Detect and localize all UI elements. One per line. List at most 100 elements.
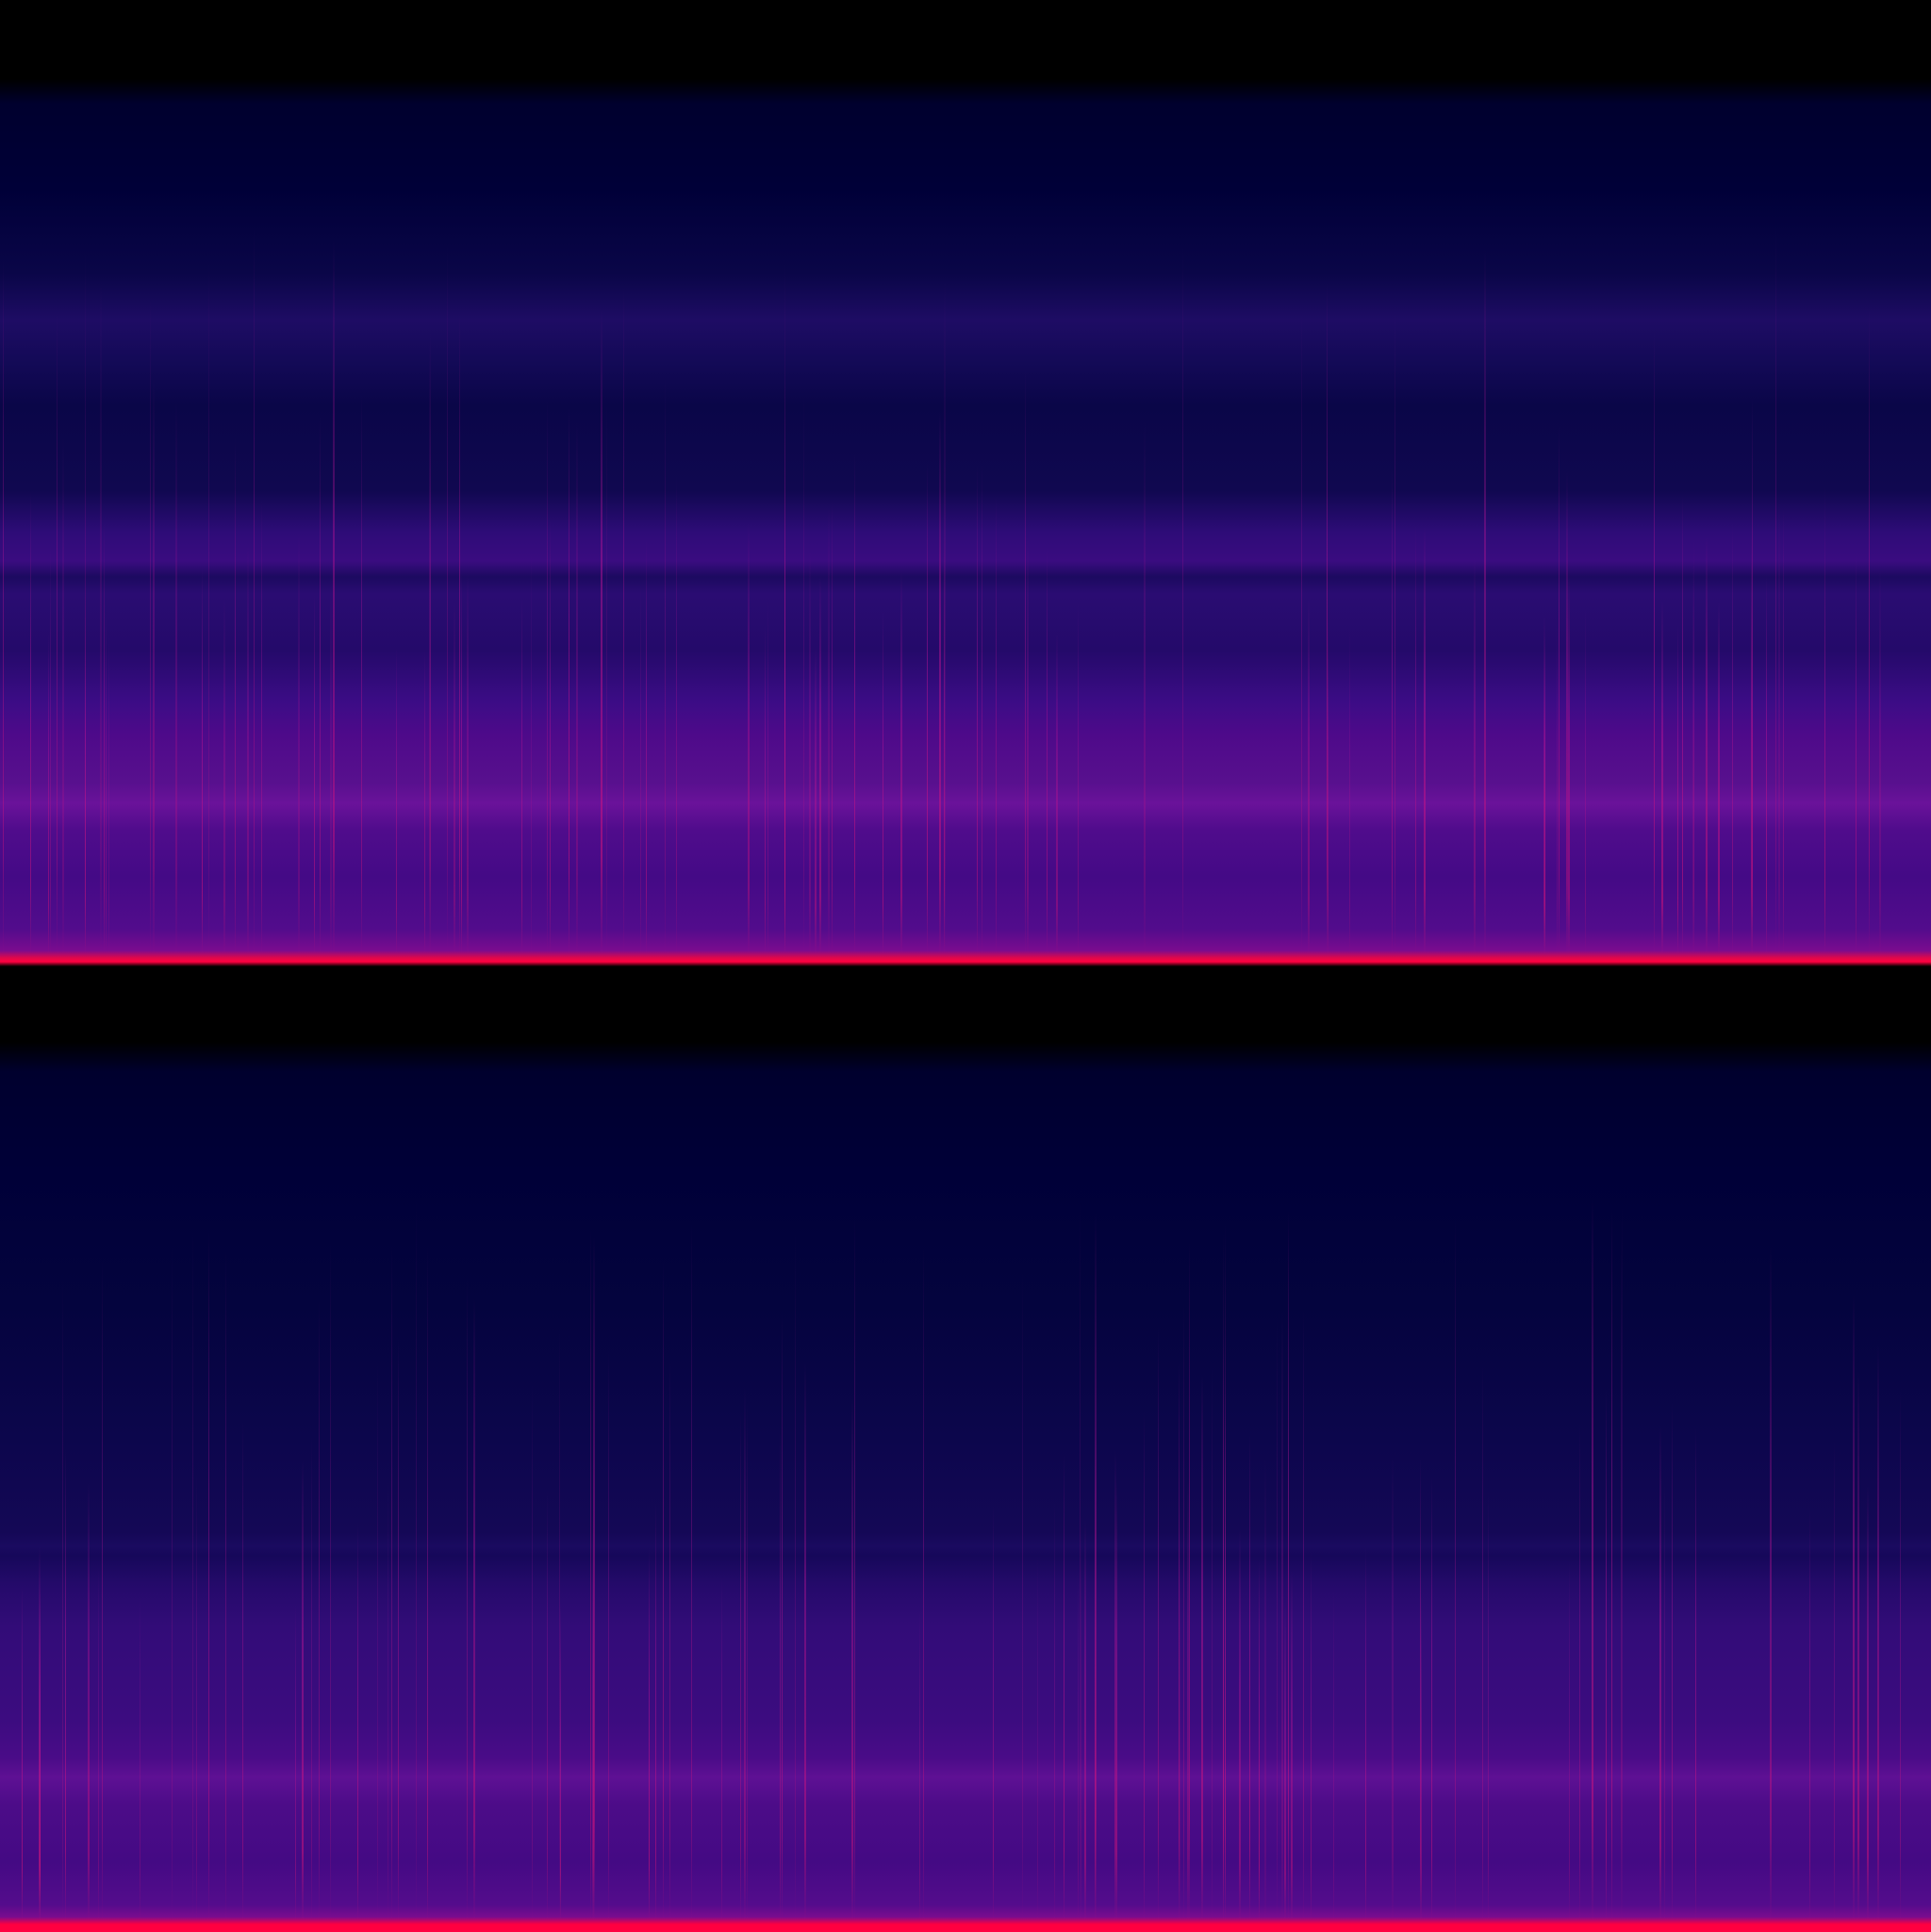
spectral-streak (780, 1425, 781, 1921)
spectral-streak (50, 544, 51, 954)
spectral-streak (1484, 248, 1486, 954)
spectral-streak (1392, 467, 1393, 954)
spectral-streak (547, 398, 548, 954)
spectral-streak (85, 249, 86, 954)
spectral-streak (357, 1522, 358, 1921)
spectral-streak (919, 1610, 920, 1921)
spectral-streak (1559, 424, 1560, 954)
spectral-streak (851, 1396, 853, 1921)
spectral-streak (854, 454, 855, 954)
spectral-streak (242, 1421, 243, 1921)
spectral-streak (804, 1361, 806, 1921)
spectral-streak (993, 1504, 994, 1921)
spectral-streak (1752, 397, 1753, 954)
spectral-streak (1856, 553, 1857, 954)
spectral-streak (1264, 1457, 1266, 1921)
spectral-streak (57, 310, 58, 954)
spectral-streak (429, 339, 430, 954)
spectral-streak (1144, 1411, 1145, 1921)
spectral-streak (832, 501, 833, 954)
spectral-streak (473, 1296, 475, 1921)
spectral-streak (1834, 1439, 1835, 1921)
spectral-streak (1654, 332, 1655, 954)
spectral-streak (1078, 603, 1079, 954)
spectral-streak (1824, 483, 1825, 954)
spectral-streak (1809, 1508, 1810, 1921)
spectral-streak (744, 1387, 746, 1921)
spectral-streak (1455, 1215, 1456, 1921)
spectral-streak (1543, 615, 1545, 954)
spectral-streak (427, 1243, 428, 1921)
spectral-streak (1415, 524, 1416, 954)
spectral-streak (447, 244, 448, 954)
spectral-streak (1857, 1369, 1859, 1921)
spectral-streak (1732, 533, 1733, 954)
spectral-streak (319, 1296, 320, 1921)
spectral-streak (1869, 305, 1870, 954)
spectral-streak (606, 402, 607, 954)
spectral-streak (295, 1604, 296, 1921)
spectral-streak (1482, 1362, 1483, 1921)
spectral-streak (1877, 1345, 1879, 1921)
spectral-streak (208, 1229, 209, 1921)
spectral-streak (40, 1585, 41, 1921)
spectral-streak (302, 1461, 304, 1921)
spectral-streak (665, 376, 666, 954)
spectral-streak (261, 500, 262, 954)
spectral-streak (939, 412, 941, 954)
spectral-streak (1569, 1560, 1570, 1921)
spectral-streak (391, 1244, 392, 1921)
spectral-streak (1284, 1600, 1286, 1921)
spectral-streak (1301, 311, 1302, 954)
spectral-streak (669, 1358, 670, 1921)
spectral-streak (784, 258, 785, 954)
spectral-streak (1661, 601, 1663, 954)
spectral-streak (62, 1278, 63, 1921)
spectral-streak (1672, 1401, 1673, 1921)
spectral-streak (649, 1548, 650, 1921)
spectral-streak (225, 1249, 226, 1921)
spectral-streak (1431, 1476, 1432, 1921)
spectral-streak (1579, 1422, 1580, 1921)
spectral-streak (1183, 1300, 1184, 1921)
spectral-streak (1288, 1210, 1289, 1921)
spectral-streak (1277, 1315, 1278, 1921)
spectral-streak (1212, 1364, 1213, 1921)
spectral-streak (608, 1349, 609, 1921)
spectral-streak (996, 495, 997, 954)
spectral-streak (1291, 1570, 1293, 1921)
spectral-streak (1853, 1294, 1855, 1921)
spectral-streak (560, 1603, 561, 1921)
spectral-streak (48, 633, 49, 954)
spectral-streak (1900, 1389, 1901, 1921)
spectral-streak (819, 575, 821, 954)
spectral-streak (532, 1381, 533, 1921)
spectral-streak (828, 505, 830, 954)
spectral-streak (65, 1447, 66, 1921)
spectral-streak (427, 1475, 428, 1921)
spectral-streak (1047, 546, 1048, 954)
spectral-streak (459, 314, 460, 954)
spectral-streak (1080, 1198, 1081, 1921)
spectral-streak (1677, 625, 1678, 954)
spectral-streak (1259, 1559, 1260, 1921)
spectral-streak (1365, 1546, 1366, 1921)
spectral-streak (1659, 1425, 1661, 1921)
spectral-streak (1606, 1389, 1607, 1921)
spectral-streak (1116, 1480, 1117, 1921)
spectral-streak (1622, 1204, 1623, 1921)
spectral-streak (1488, 1491, 1489, 1921)
spectral-streak (1783, 507, 1784, 954)
spectral-streak (590, 1229, 591, 1921)
spectral-streak (1054, 1499, 1055, 1921)
spectral-streak (1078, 1568, 1079, 1921)
spectral-streak (740, 1412, 741, 1921)
spectral-streak (320, 416, 321, 954)
spectral-streak (330, 1241, 331, 1921)
spectral-streak (1095, 1213, 1097, 1921)
spectral-streak (1311, 1551, 1312, 1921)
spectral-streak (601, 310, 602, 954)
spectral-streak (663, 1260, 664, 1921)
spectral-streak (1225, 1376, 1226, 1921)
spectral-streak (1179, 1360, 1180, 1921)
